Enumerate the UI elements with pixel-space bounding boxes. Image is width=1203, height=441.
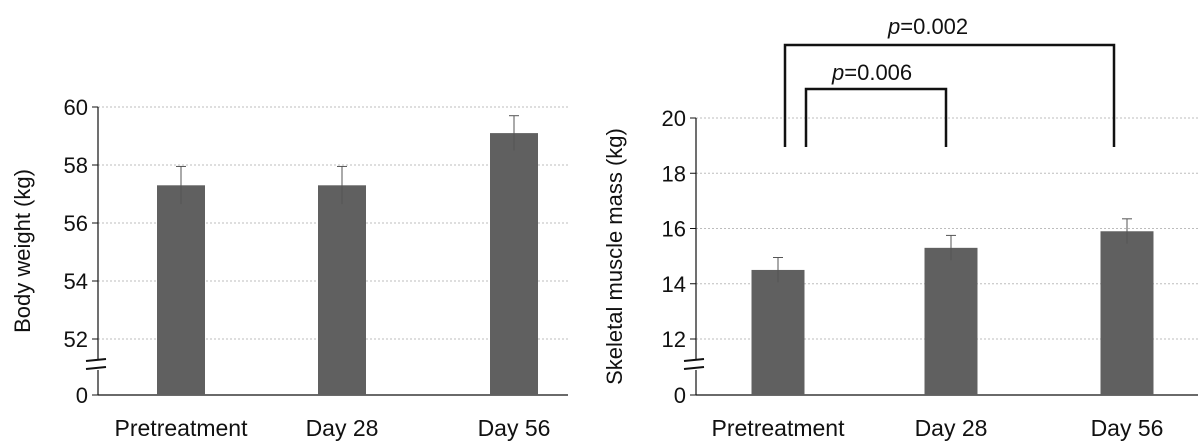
y-tick-label: 60 — [64, 95, 88, 120]
p-symbol: p — [887, 14, 900, 39]
x-tick-label: Pretreatment — [712, 415, 846, 441]
p-value: =0.002 — [900, 14, 968, 39]
significance-label: p=0.002 — [887, 14, 968, 39]
bar — [157, 185, 205, 395]
significance-bracket — [804, 87, 948, 147]
bar — [751, 269, 805, 395]
y-tick-label-origin: 0 — [674, 383, 686, 408]
x-tick-label: Day 28 — [306, 415, 379, 441]
p-value: =0.006 — [844, 60, 912, 85]
y-tick-label: 18 — [662, 161, 686, 186]
y-axis-title: Body weight (kg) — [10, 169, 35, 333]
p-symbol: p — [831, 60, 844, 85]
axis-break-mark — [85, 366, 107, 370]
x-tick-label: Day 28 — [915, 415, 988, 441]
y-tick-label: 20 — [662, 106, 686, 131]
significance-label: p=0.006 — [831, 60, 912, 85]
bar — [1100, 231, 1154, 395]
significance-bracket — [783, 43, 1116, 147]
x-tick-label: Pretreatment — [115, 415, 249, 441]
bar — [318, 185, 366, 395]
x-tick-label: Day 56 — [478, 415, 551, 441]
y-axis-title: Skeletal muscle mass (kg) — [602, 128, 627, 385]
y-tick-label: 56 — [64, 211, 88, 236]
y-tick-label: 12 — [662, 327, 686, 352]
skeletal-muscle-mass-chart: 12 14 16 18 20 0 Skeletal muscle mass (kg) Pret… — [602, 14, 1198, 441]
x-tick-label: Day 56 — [1091, 415, 1164, 441]
y-tick-label: 16 — [662, 217, 686, 242]
axis-break-mark — [683, 366, 705, 370]
axis-break-gap — [89, 360, 107, 370]
body-weight-chart: 52 54 56 58 60 0 Body weight (kg) Pretreatment D… — [10, 95, 568, 441]
bar — [924, 247, 978, 395]
axis-break-mark — [85, 358, 107, 362]
axis-break-mark — [683, 358, 705, 362]
axis-break-gap — [687, 360, 705, 370]
y-tick-label-origin: 0 — [76, 383, 88, 408]
y-tick-label: 52 — [64, 327, 88, 352]
bar — [490, 133, 538, 395]
y-tick-label: 58 — [64, 153, 88, 178]
y-tick-label: 14 — [662, 272, 686, 297]
y-tick-label: 54 — [64, 269, 88, 294]
